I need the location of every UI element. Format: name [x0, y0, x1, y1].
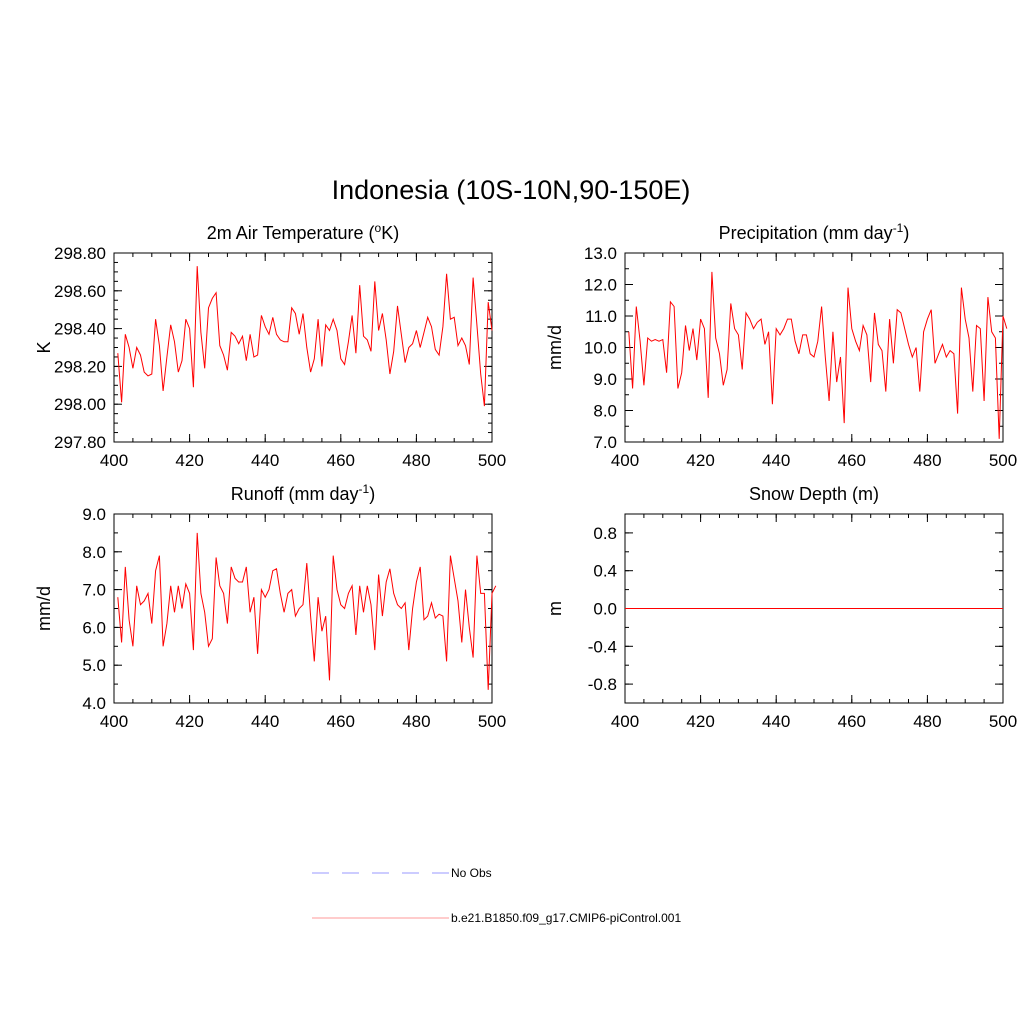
y-tick-label: 12.0 — [584, 276, 617, 295]
series-line-runoff — [117, 532, 497, 690]
x-tick-label: 440 — [762, 451, 790, 470]
x-tick-label: 420 — [175, 451, 203, 470]
x-tick-label: 440 — [251, 451, 279, 470]
x-tick-label: 440 — [762, 712, 790, 731]
y-axis-label: m — [545, 601, 565, 616]
series-line-precip — [628, 271, 1008, 439]
panel-title: Runoff (mm day-1) — [231, 482, 375, 504]
y-tick-label: 10.0 — [584, 339, 617, 358]
panel-title: 2m Air Temperature (oK) — [207, 221, 399, 243]
y-tick-label: 297.80 — [54, 433, 106, 452]
y-tick-label: 298.20 — [54, 357, 106, 376]
x-tick-label: 400 — [611, 712, 639, 731]
x-tick-label: 400 — [100, 712, 128, 731]
x-tick-label: 420 — [686, 712, 714, 731]
x-tick-label: 480 — [913, 451, 941, 470]
x-tick-label: 480 — [913, 712, 941, 731]
legend-label-1: No Obs — [451, 866, 492, 880]
y-tick-label: 13.0 — [584, 244, 617, 263]
x-tick-label: 420 — [175, 712, 203, 731]
y-axis-label: mm/d — [545, 325, 565, 370]
y-axis-label: mm/d — [34, 586, 54, 631]
y-tick-label: 5.0 — [82, 656, 106, 675]
y-tick-label: 7.0 — [82, 581, 106, 600]
x-tick-label: 500 — [478, 451, 506, 470]
x-tick-label: 460 — [327, 451, 355, 470]
y-tick-label: 298.40 — [54, 320, 106, 339]
y-tick-label: 7.0 — [593, 433, 617, 452]
x-tick-label: 400 — [611, 451, 639, 470]
y-tick-label: 4.0 — [82, 694, 106, 713]
x-tick-label: 460 — [838, 451, 866, 470]
panels: 2m Air Temperature (oK) K 400 420 440 460 480 5… — [34, 221, 1017, 731]
x-tick-label: 500 — [989, 712, 1017, 731]
x-tick-label: 500 — [478, 712, 506, 731]
x-tick-label: 440 — [251, 712, 279, 731]
plot-frame — [113, 513, 493, 704]
y-tick-label: 8.0 — [593, 402, 617, 421]
y-tick-label: 0.8 — [593, 524, 617, 543]
plot-frame — [624, 252, 1004, 443]
x-tick-label: 480 — [402, 712, 430, 731]
x-tick-label: 460 — [838, 712, 866, 731]
x-tick-label: 500 — [989, 451, 1017, 470]
panel-snow: Snow Depth (m) m 400 420 440 460 480 500 -0.8 -0.… — [545, 484, 1017, 731]
y-tick-label: -0.8 — [588, 675, 617, 694]
y-tick-label: 6.0 — [82, 618, 106, 637]
panel-title: Snow Depth (m) — [749, 484, 879, 504]
y-tick-label: 9.0 — [593, 370, 617, 389]
series-line-temp — [117, 266, 493, 407]
y-tick-label: 11.0 — [585, 307, 617, 326]
y-tick-label: 0.0 — [593, 600, 617, 619]
panel-temp: 2m Air Temperature (oK) K 400 420 440 460 480 5… — [34, 221, 506, 470]
y-tick-label: 298.80 — [54, 244, 106, 263]
y-tick-label: -0.4 — [588, 637, 617, 656]
x-tick-label: 420 — [686, 451, 714, 470]
panel-title: Precipitation (mm day-1) — [719, 221, 910, 243]
legend: No Obs b.e21.B1850.f09_g17.CMIP6-piContro… — [312, 866, 681, 925]
figure-title: Indonesia (10S-10N,90-150E) — [332, 175, 691, 205]
y-tick-label: 9.0 — [82, 505, 106, 524]
panel-precip: Precipitation (mm day-1) mm/d 400 420 440 460… — [545, 221, 1017, 470]
y-tick-label: 298.00 — [54, 395, 106, 414]
x-tick-label: 400 — [100, 451, 128, 470]
x-tick-label: 480 — [402, 451, 430, 470]
y-tick-label: 298.60 — [54, 282, 106, 301]
y-tick-label: 8.0 — [82, 543, 106, 562]
panel-runoff: Runoff (mm day-1) mm/d 400 420 440 460 480 500 4… — [34, 482, 506, 731]
x-tick-label: 460 — [327, 712, 355, 731]
legend-label-2: b.e21.B1850.f09_g17.CMIP6-piControl.001 — [451, 911, 681, 925]
y-axis-label: K — [34, 341, 54, 353]
y-tick-label: 0.4 — [593, 562, 617, 581]
